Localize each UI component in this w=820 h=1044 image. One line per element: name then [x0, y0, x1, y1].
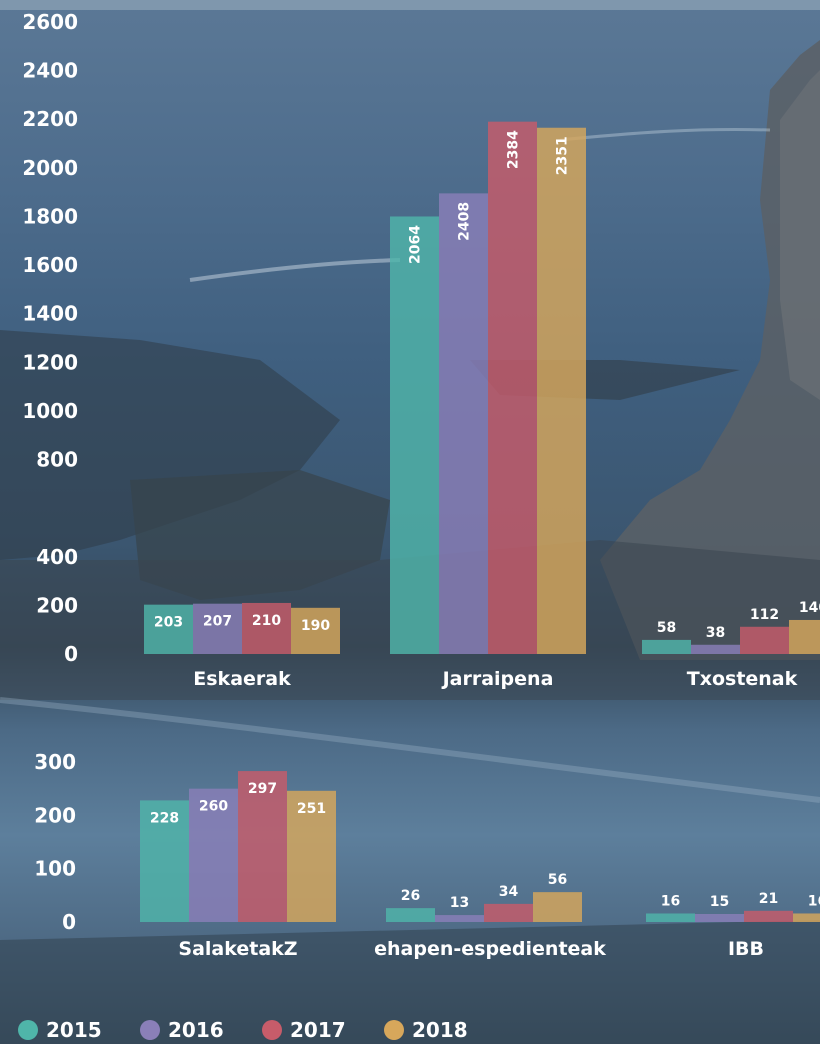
data-label: 251	[297, 801, 326, 817]
data-label: 2384	[506, 130, 522, 169]
bar-2015	[390, 216, 439, 654]
data-label: 38	[706, 625, 725, 641]
legend-swatch-2017	[262, 1020, 282, 1040]
bar-2018	[291, 607, 340, 654]
category-label: ehapen-espedienteak	[374, 938, 606, 960]
data-label: 56	[548, 872, 567, 888]
y-tick-label: 2200	[22, 107, 78, 131]
bar-2018	[537, 127, 586, 654]
chart-bottom: 0 100 200 300 SalaketakZ ehapen-espedienteak I…	[34, 750, 820, 960]
bar-2016	[189, 788, 238, 922]
data-label: 26	[401, 888, 420, 904]
data-label: 207	[203, 614, 232, 630]
bar-2015	[386, 908, 435, 922]
data-label: 260	[199, 799, 228, 815]
y-tick-label: 400	[36, 545, 78, 569]
legend-item-2016: 2016	[140, 1018, 262, 1042]
data-label: 228	[150, 810, 179, 826]
y-tick-label: 1600	[22, 253, 78, 277]
y-tick-label: 0	[64, 642, 78, 666]
y-tick-label: 200	[36, 593, 78, 617]
bar-2016	[695, 914, 744, 922]
legend-swatch-2018	[384, 1020, 404, 1040]
y-tick-label: 1400	[22, 302, 78, 326]
bar-2016	[193, 603, 242, 654]
data-label: 140	[799, 600, 820, 616]
legend-item-2015: 2015	[18, 1018, 140, 1042]
bar-2017	[238, 771, 287, 922]
legend-item-2018: 2018	[384, 1018, 506, 1042]
category-label: Eskaerak	[193, 668, 291, 690]
bar-2017	[488, 121, 537, 654]
bar-2015	[140, 800, 189, 922]
data-label: 2351	[555, 136, 571, 175]
legend-label-2017: 2017	[290, 1018, 346, 1042]
data-label: 2064	[408, 225, 424, 264]
y-tick-label: 1200	[22, 350, 78, 374]
legend-label-2018: 2018	[412, 1018, 468, 1042]
legend: 2015 2016 2017 2018	[18, 1018, 506, 1042]
y-tick-label: 1800	[22, 204, 78, 228]
category-label: Txostenak	[687, 668, 798, 690]
y-tick-label: 2600	[22, 10, 78, 34]
bar-2017	[242, 602, 291, 654]
y-tick-label: 300	[34, 750, 76, 774]
legend-label-2015: 2015	[46, 1018, 102, 1042]
bar-2016	[435, 915, 484, 922]
data-label: 58	[657, 620, 676, 636]
bar-2015	[144, 604, 193, 654]
category-label: IBB	[728, 938, 764, 960]
data-label: 13	[450, 895, 469, 911]
y-tick-label: 800	[36, 448, 78, 472]
category-label: SalaketakZ	[178, 938, 297, 960]
bar-2016	[691, 644, 740, 654]
data-label: 190	[301, 618, 330, 634]
y-tick-label: 1000	[22, 399, 78, 423]
data-label: 21	[759, 891, 778, 907]
y-tick-label: 2400	[22, 59, 78, 83]
y-tick-label: 200	[34, 803, 76, 827]
bar-2018	[789, 619, 820, 654]
chart-top: 0 200 400 800 1000 1200 1400 1600 1800 2000 2200 24…	[22, 10, 820, 690]
bar-2018	[287, 790, 336, 922]
bar-2015	[646, 913, 695, 922]
bar-2018	[533, 892, 582, 922]
data-label: 15	[710, 894, 729, 910]
legend-swatch-2016	[140, 1020, 160, 1040]
data-label: 297	[248, 781, 277, 797]
legend-item-2017: 2017	[262, 1018, 384, 1042]
legend-label-2016: 2016	[168, 1018, 224, 1042]
category-label: Jarraipena	[441, 668, 554, 690]
bar-2017	[484, 903, 533, 922]
legend-swatch-2015	[18, 1020, 38, 1040]
data-label: 112	[750, 607, 779, 623]
data-label: 2408	[457, 202, 473, 241]
y-tick-label: 0	[62, 910, 76, 934]
data-label: 16	[808, 893, 820, 909]
bar-2016	[439, 193, 488, 654]
data-label: 34	[499, 884, 519, 900]
bar-2015	[642, 639, 691, 654]
bar-2017	[744, 910, 793, 922]
data-label: 16	[661, 893, 680, 909]
bar-2018	[793, 913, 820, 922]
y-tick-label: 2000	[22, 156, 78, 180]
data-label: 210	[252, 613, 281, 629]
data-label: 203	[154, 615, 183, 631]
y-tick-label: 100	[34, 857, 76, 881]
bar-2017	[740, 626, 789, 654]
